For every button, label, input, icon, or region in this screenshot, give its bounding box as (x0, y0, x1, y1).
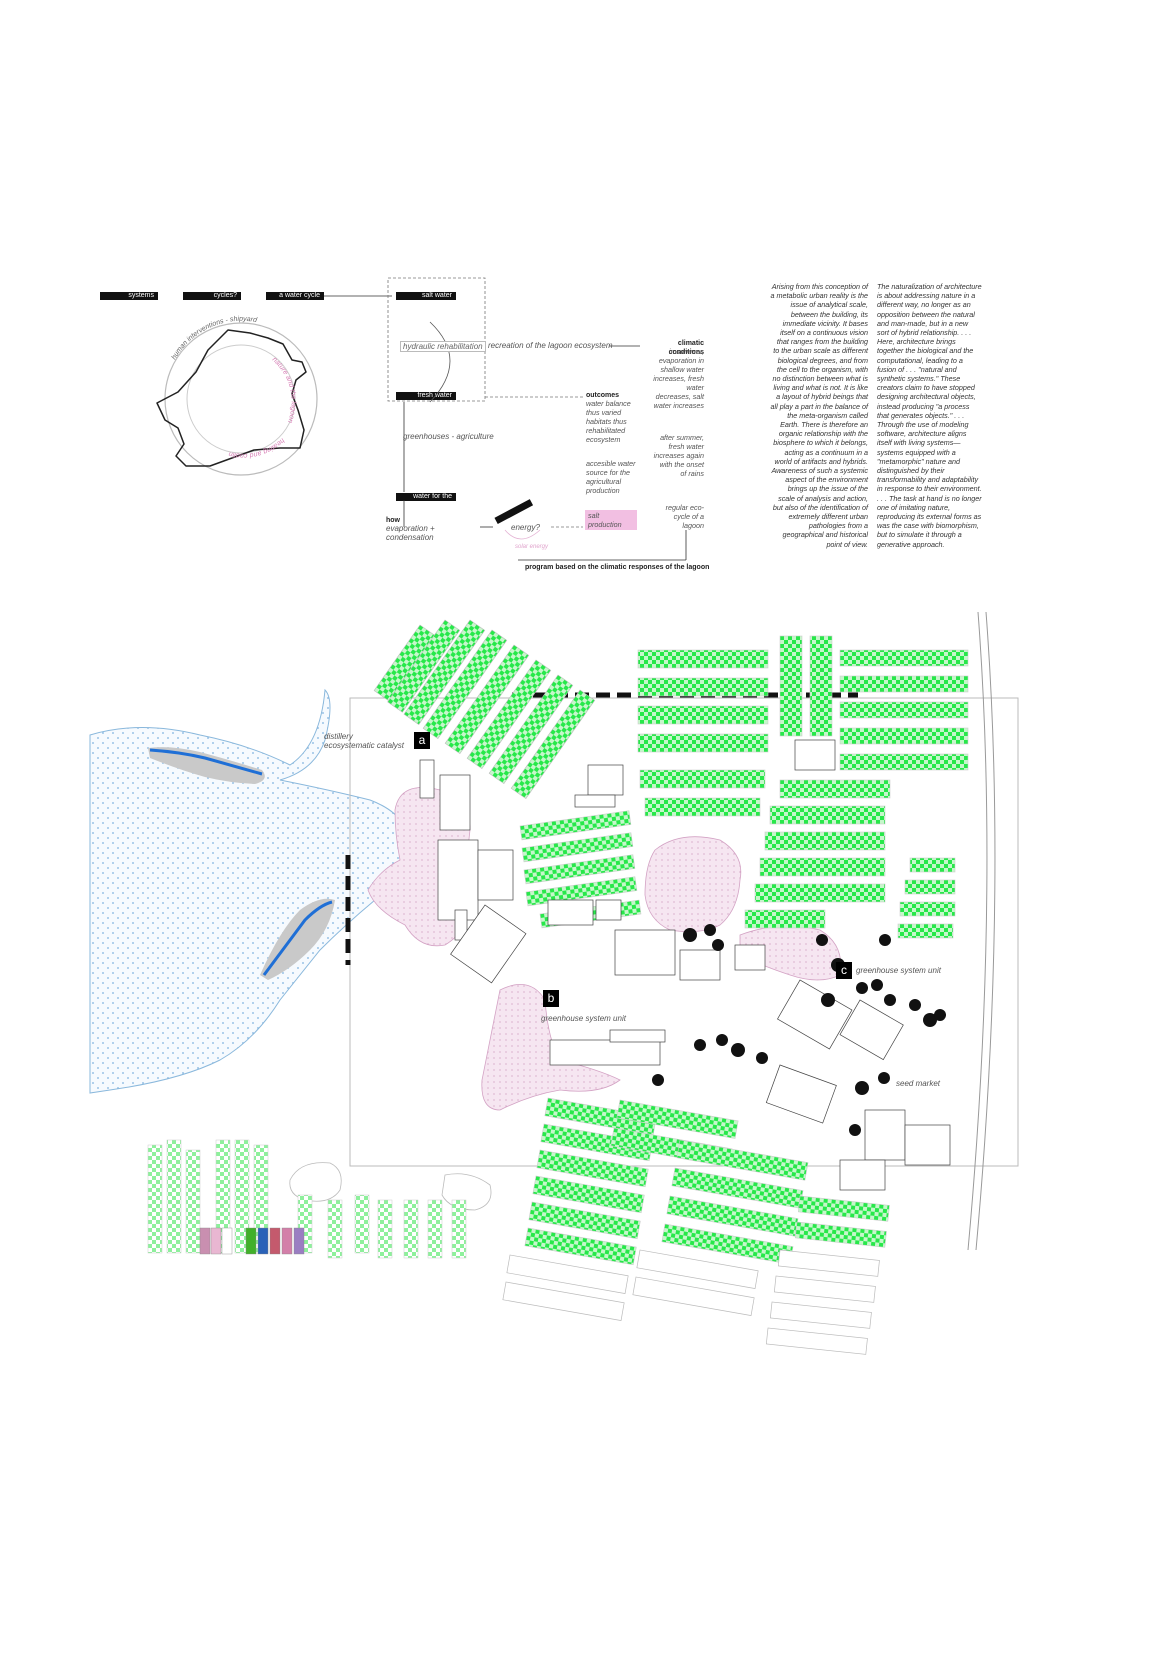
outcomes-2: accesible water source for the agricultu… (586, 459, 636, 495)
outcomes-3: salt production (588, 511, 622, 529)
program-label: program based on the climatic responses … (525, 564, 710, 571)
recreation-label: recreation of the lagoon ecosystem (488, 341, 613, 350)
seed-market-label: seed market (896, 1079, 941, 1088)
distillery-text: distillery (324, 732, 353, 741)
cycles-label: cycles? (183, 292, 241, 300)
text-column-right: The naturalization of architecture is ab… (877, 282, 982, 549)
how-title: how (386, 517, 400, 524)
color-swatches (199, 1227, 305, 1255)
climatic-2: after summer, fresh water increases agai… (653, 433, 704, 478)
greenhouse-unit-c-label: greenhouse system unit (856, 966, 941, 975)
how-body: evaporation + condensation (386, 524, 435, 542)
water-for-use-label: water for the use (396, 493, 456, 508)
hydraulic-label: hydraulic rehabilitation (400, 341, 486, 352)
distillery-label: distillery ecosystematic catalyst (324, 732, 424, 750)
outcomes-title: outcomes (586, 392, 620, 399)
fresh-water-label: fresh water (396, 392, 456, 400)
marker-c: c (836, 962, 852, 979)
marker-a: a (414, 732, 430, 749)
text-column-left: Arising from this conception of a metabo… (770, 282, 869, 549)
marker-b: b (543, 990, 559, 1007)
climatic-1: in summer, evaporation in shallow water … (653, 347, 704, 410)
water-cycle-label: a water cycle (266, 292, 324, 300)
greenhouses-label: greenhouses - agriculture (403, 432, 494, 441)
energy-label: energy? (511, 523, 540, 532)
salt-production-highlight (585, 510, 637, 530)
systems-label: systems (100, 292, 158, 300)
outcomes-1: water balance thus varied habitats thus … (586, 399, 631, 444)
climatic-title: climatic conditions (668, 340, 704, 356)
greenhouse-unit-b-label: greenhouse system unit (541, 1014, 626, 1023)
catalyst-text: ecosystematic catalyst (324, 741, 405, 750)
climatic-3: regular eco-cycle of a lagoon (665, 503, 704, 530)
pink-arc-label: solar energy (515, 544, 549, 550)
salt-water-label: salt water (396, 292, 456, 300)
